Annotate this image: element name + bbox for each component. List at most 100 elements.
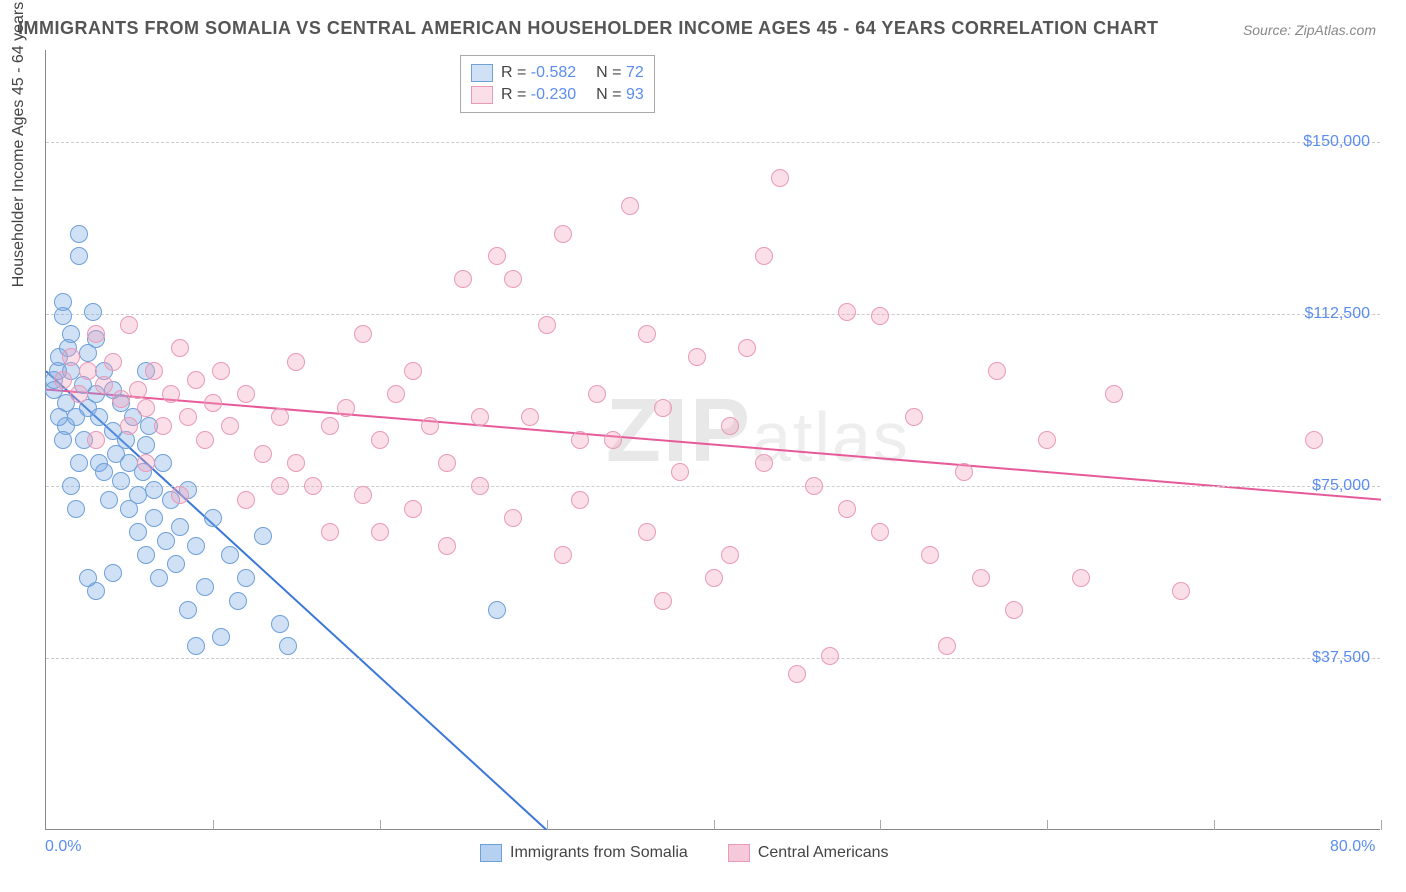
data-point [604,431,622,449]
trend-line [46,390,1381,500]
data-point [129,486,147,504]
data-point [271,615,289,633]
data-point [287,454,305,472]
data-point [212,628,230,646]
data-point [404,500,422,518]
data-point [62,477,80,495]
data-point [1172,582,1190,600]
xtick-label: 80.0% [1330,838,1375,856]
data-point [187,637,205,655]
data-point [145,481,163,499]
data-point [721,417,739,435]
data-point [521,408,539,426]
data-point [588,385,606,403]
data-point [805,477,823,495]
data-point [538,316,556,334]
data-point [571,431,589,449]
data-point [454,270,472,288]
data-point [671,463,689,481]
data-point [112,472,130,490]
data-point [788,665,806,683]
data-point [354,486,372,504]
legend-label: Central Americans [758,844,889,862]
data-point [755,247,773,265]
data-point [371,431,389,449]
data-point [838,500,856,518]
data-point [705,569,723,587]
chart-title: IMMIGRANTS FROM SOMALIA VS CENTRAL AMERI… [18,18,1159,39]
data-point [112,390,130,408]
ytick-label: $37,500 [1312,649,1370,667]
data-point [254,527,272,545]
data-point [279,637,297,655]
data-point [838,303,856,321]
legend-label: Immigrants from Somalia [510,844,688,862]
data-point [129,381,147,399]
data-point [212,362,230,380]
gridline-v [880,820,881,830]
data-point [84,303,102,321]
data-point [204,509,222,527]
data-point [171,518,189,536]
data-point [95,376,113,394]
data-point [654,399,672,417]
data-point [271,408,289,426]
data-point [438,454,456,472]
data-point [554,546,572,564]
data-point [571,491,589,509]
data-point [471,477,489,495]
data-point [254,445,272,463]
data-point [187,537,205,555]
data-point [955,463,973,481]
data-point [354,325,372,343]
gridline-v [1214,820,1215,830]
data-point [488,247,506,265]
legend-item: Immigrants from Somalia [480,844,688,862]
legend-row: R = -0.582N = 72 [471,62,644,84]
data-point [179,601,197,619]
data-point [921,546,939,564]
data-point [721,546,739,564]
data-point [321,523,339,541]
gridline-h [46,658,1380,659]
data-point [70,385,88,403]
data-point [871,307,889,325]
data-point [654,592,672,610]
data-point [70,247,88,265]
data-point [1305,431,1323,449]
correlation-legend: R = -0.582N = 72R = -0.230N = 93 [460,55,655,113]
gridline-h [46,486,1380,487]
data-point [87,431,105,449]
data-point [229,592,247,610]
data-point [120,316,138,334]
data-point [204,394,222,412]
data-point [738,339,756,357]
data-point [104,564,122,582]
data-point [154,417,172,435]
data-point [638,325,656,343]
data-point [79,362,97,380]
data-point [171,339,189,357]
data-point [87,325,105,343]
data-point [905,408,923,426]
data-point [371,523,389,541]
data-point [196,431,214,449]
y-axis-label: Householder Income Ages 45 - 64 years [10,2,28,288]
r-label: R = -0.582 [501,64,576,82]
scatter-plot: ZIPatlas $37,500$75,000$112,500$150,000 [45,50,1380,830]
data-point [771,169,789,187]
source-label: Source: ZipAtlas.com [1243,22,1376,38]
data-point [221,546,239,564]
data-point [129,523,147,541]
data-point [438,537,456,555]
gridline-h [46,314,1380,315]
gridline-v [213,820,214,830]
data-point [54,371,72,389]
data-point [1005,601,1023,619]
gridline-h [46,142,1380,143]
data-point [154,454,172,472]
n-label: N = 93 [596,86,644,104]
data-point [79,569,97,587]
gridline-v [714,820,715,830]
data-point [1105,385,1123,403]
